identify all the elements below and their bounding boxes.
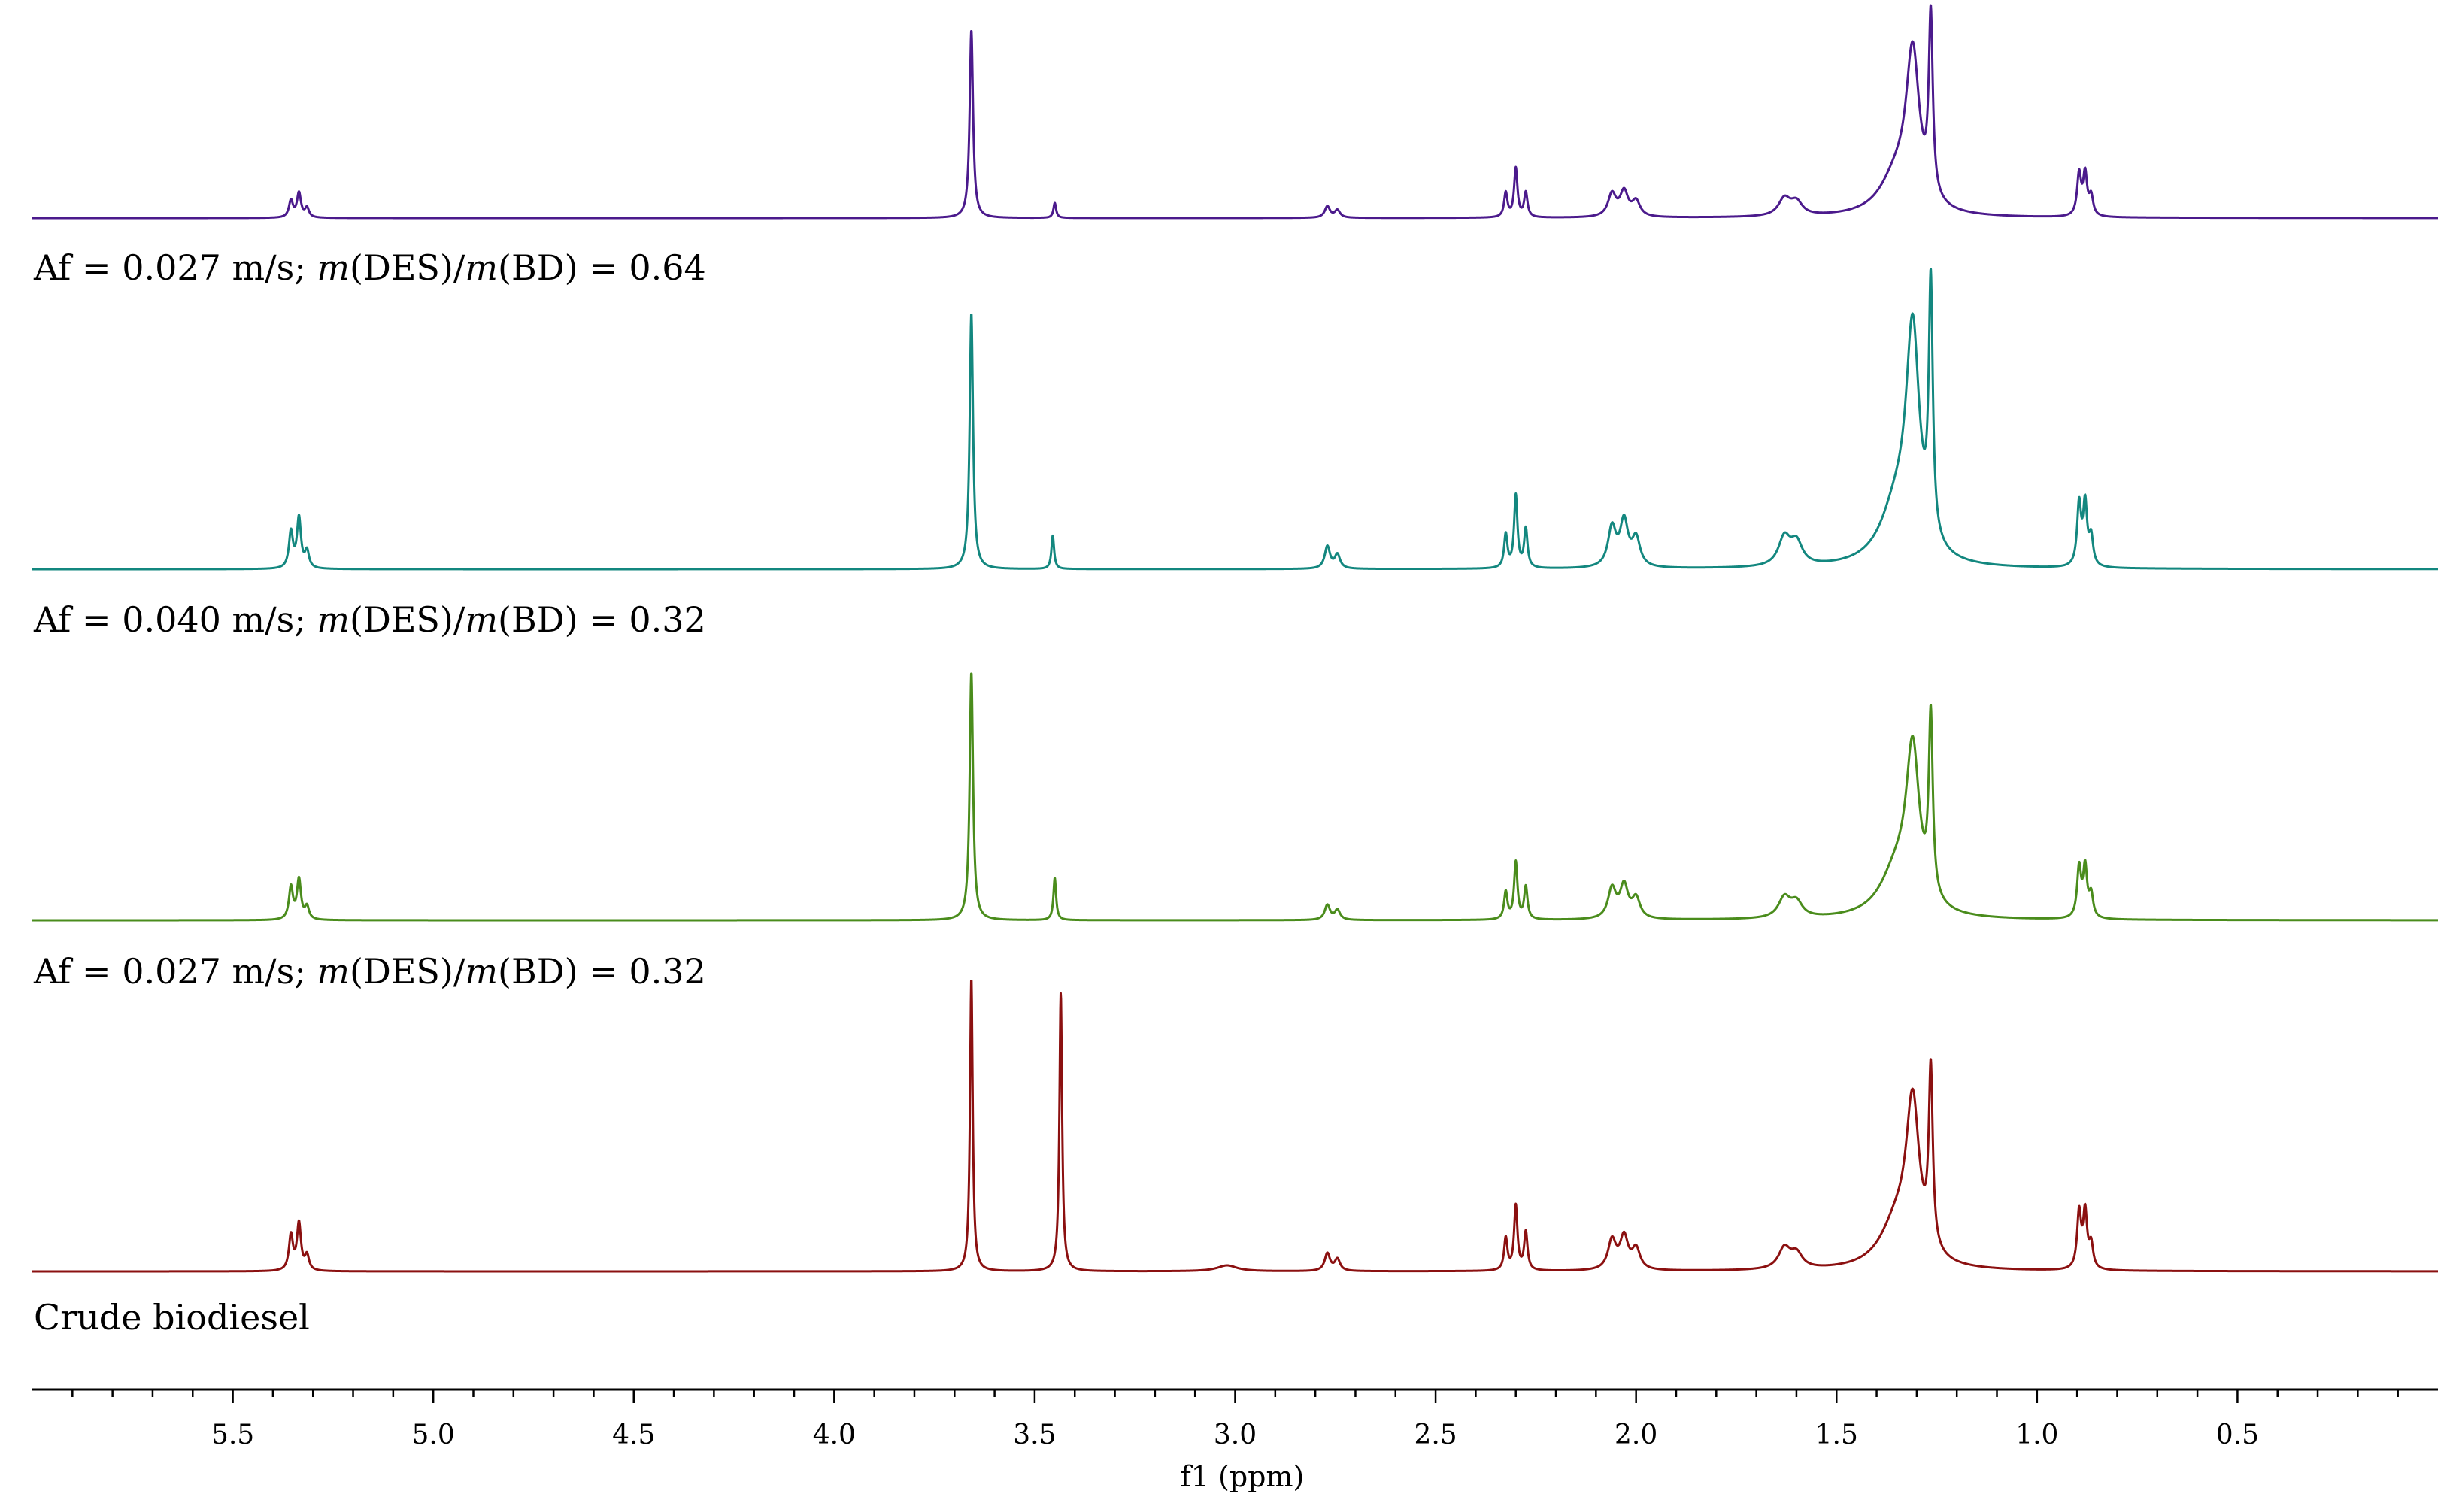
spectra-layer [31, 4, 2439, 1273]
x-axis-title: f1 (ppm) [1181, 1460, 1305, 1493]
spectrum-line-2 [31, 268, 2439, 571]
spectrum-line-4 [31, 980, 2439, 1273]
series-label-1: Af = 0.027 m/s; m(DES)/m(BD) = 0.64 [33, 247, 706, 288]
spectrum-line-1 [31, 4, 2439, 220]
x-axis: 5.5 5.0 4.5 4.0 3.5 3.0 2.5 2.0 1.5 1.0 0.5 [32, 1388, 2438, 1450]
spectrum-line-3 [31, 672, 2439, 922]
series-label-3: Af = 0.027 m/s; m(DES)/m(BD) = 0.32 [33, 951, 706, 992]
x-tick-label: 3.5 [1013, 1420, 1056, 1450]
x-tick-label: 1.5 [1815, 1420, 1858, 1450]
x-tick-label: 4.0 [813, 1420, 856, 1450]
x-tick-label: 5.0 [412, 1420, 455, 1450]
x-tick-label: 0.5 [2216, 1420, 2259, 1450]
x-tick-label: 5.5 [211, 1420, 254, 1450]
series-labels-layer: Af = 0.027 m/s; m(DES)/m(BD) = 0.64 Af = … [33, 247, 706, 1338]
x-tick-label: 2.0 [1615, 1420, 1657, 1450]
series-label-2: Af = 0.040 m/s; m(DES)/m(BD) = 0.32 [33, 599, 706, 640]
x-tick-label: 3.0 [1214, 1420, 1257, 1450]
x-tick-label: 2.5 [1414, 1420, 1457, 1450]
series-label-4: Crude biodiesel [34, 1297, 310, 1338]
x-tick-label: 1.0 [2015, 1420, 2058, 1450]
x-tick-label: 4.5 [612, 1420, 655, 1450]
